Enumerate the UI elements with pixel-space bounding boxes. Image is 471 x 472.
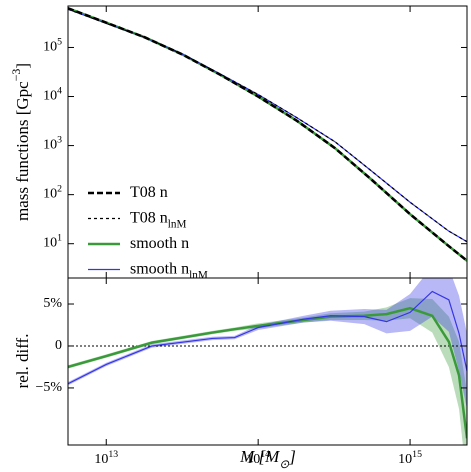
y-tick-label: 103 — [43, 134, 62, 152]
error-band — [68, 278, 467, 409]
y-tick-label: 101 — [43, 232, 62, 250]
x-tick-label: 1014 — [246, 449, 270, 467]
y-axis-label: rel. diff. — [13, 334, 32, 389]
line — [68, 8, 467, 243]
y-tick-label: 105 — [43, 36, 62, 54]
plot-frame — [67, 277, 468, 446]
x-tick-label: 1015 — [398, 449, 422, 467]
legend-label: T08 nlnM — [130, 209, 186, 230]
x-axis-label: M [M⊙] — [239, 447, 296, 471]
plot-frame — [67, 5, 468, 279]
y-tick-label: 5% — [43, 296, 62, 311]
y-tick-label: −5% — [35, 380, 62, 395]
legend-label: T08 n — [130, 184, 168, 201]
y-tick-label: 104 — [43, 85, 62, 103]
line — [68, 7, 467, 262]
legend-label: smooth n — [130, 235, 189, 252]
y-axis-label: mass functions [Gpc−3] — [9, 63, 32, 221]
line — [68, 8, 467, 243]
line — [68, 290, 467, 385]
y-tick-label: 0 — [55, 338, 62, 353]
y-tick-label: 102 — [43, 183, 62, 201]
line — [68, 7, 467, 262]
x-tick-label: 1013 — [94, 449, 118, 467]
line — [68, 306, 467, 439]
